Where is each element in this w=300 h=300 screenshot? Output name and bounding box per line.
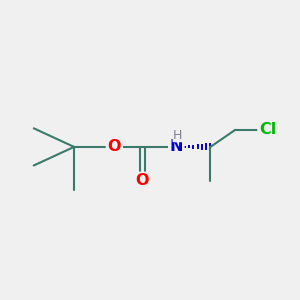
Text: O: O (108, 140, 121, 154)
Text: N: N (169, 140, 183, 154)
Text: H: H (173, 129, 183, 142)
Text: Cl: Cl (259, 122, 276, 137)
Text: O: O (136, 173, 149, 188)
